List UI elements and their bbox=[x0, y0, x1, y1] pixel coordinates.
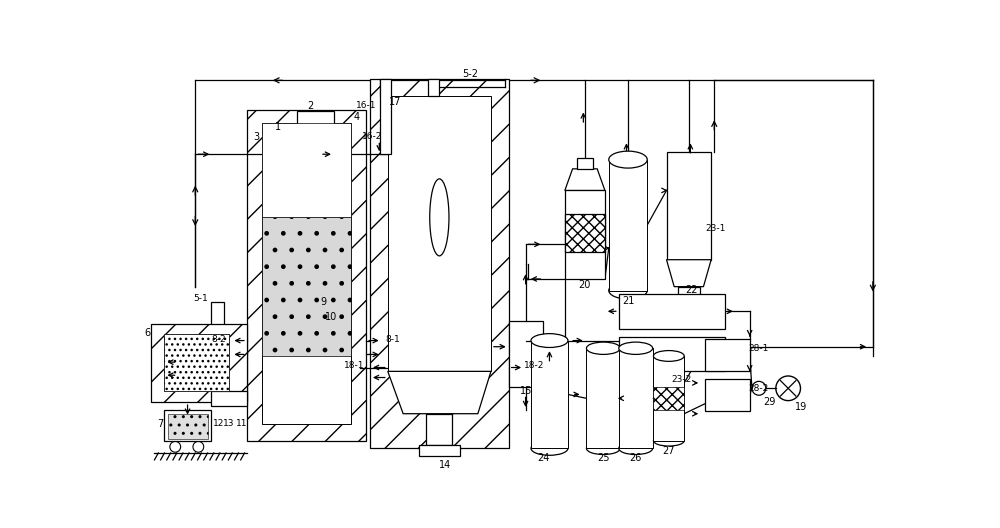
Text: 23-1: 23-1 bbox=[706, 224, 726, 233]
Ellipse shape bbox=[586, 342, 620, 354]
Bar bbox=[586, 348, 620, 448]
Text: 16-2: 16-2 bbox=[362, 132, 383, 141]
Bar bbox=[678, 287, 700, 302]
Bar bbox=[297, 111, 334, 134]
Text: 9: 9 bbox=[321, 297, 327, 307]
Bar bbox=[653, 356, 684, 441]
Polygon shape bbox=[666, 260, 711, 287]
Text: 10: 10 bbox=[325, 313, 338, 323]
Text: 14: 14 bbox=[439, 460, 451, 470]
Text: 3: 3 bbox=[254, 131, 260, 142]
Text: 20: 20 bbox=[579, 280, 591, 290]
Bar bbox=[666, 152, 711, 260]
Bar bbox=[565, 191, 605, 279]
Bar bbox=[705, 379, 750, 411]
Text: 5-2: 5-2 bbox=[462, 69, 478, 79]
Ellipse shape bbox=[609, 151, 647, 168]
Bar bbox=[262, 124, 351, 218]
Bar bbox=[509, 322, 543, 386]
Bar bbox=[168, 414, 208, 439]
Bar bbox=[428, 79, 439, 96]
Bar bbox=[247, 110, 366, 441]
Text: 26: 26 bbox=[630, 454, 642, 464]
Ellipse shape bbox=[619, 342, 653, 354]
Bar bbox=[164, 410, 211, 441]
Text: 2: 2 bbox=[307, 101, 313, 111]
Bar bbox=[619, 348, 653, 448]
Text: 7: 7 bbox=[157, 419, 163, 429]
Bar bbox=[388, 96, 491, 371]
Text: 28-2: 28-2 bbox=[749, 384, 769, 393]
Ellipse shape bbox=[653, 435, 684, 446]
Text: 5-1: 5-1 bbox=[193, 294, 208, 303]
Bar bbox=[653, 387, 684, 410]
Text: 24: 24 bbox=[537, 454, 549, 464]
Text: 25: 25 bbox=[597, 454, 610, 464]
Text: 17: 17 bbox=[389, 97, 402, 107]
Polygon shape bbox=[388, 371, 491, 414]
Bar bbox=[262, 218, 351, 356]
Bar bbox=[426, 414, 452, 445]
Bar bbox=[211, 391, 247, 406]
Text: 1: 1 bbox=[275, 121, 281, 131]
Text: 8-2: 8-2 bbox=[211, 335, 226, 344]
Bar bbox=[609, 159, 647, 290]
Bar bbox=[164, 334, 229, 391]
Bar bbox=[619, 337, 725, 371]
Ellipse shape bbox=[609, 282, 647, 299]
Bar bbox=[151, 324, 247, 402]
Text: 16-1: 16-1 bbox=[356, 101, 376, 110]
Text: 11: 11 bbox=[236, 419, 247, 428]
Bar bbox=[705, 339, 750, 371]
Ellipse shape bbox=[586, 442, 620, 455]
Bar bbox=[370, 79, 509, 448]
Polygon shape bbox=[565, 169, 605, 191]
Text: 8-1: 8-1 bbox=[385, 335, 400, 344]
Bar bbox=[531, 341, 568, 448]
Text: 18-2: 18-2 bbox=[524, 361, 544, 370]
Bar bbox=[577, 158, 593, 169]
Bar bbox=[419, 445, 460, 456]
Text: 19: 19 bbox=[795, 402, 807, 412]
Text: 23-2: 23-2 bbox=[672, 374, 692, 383]
Text: 27: 27 bbox=[663, 446, 675, 456]
Ellipse shape bbox=[619, 442, 653, 455]
Bar bbox=[619, 295, 725, 329]
Bar bbox=[211, 302, 224, 341]
Text: 13: 13 bbox=[223, 419, 235, 428]
Text: 12: 12 bbox=[213, 419, 224, 428]
Ellipse shape bbox=[531, 334, 568, 347]
Text: 28-1: 28-1 bbox=[749, 344, 769, 353]
Ellipse shape bbox=[653, 351, 684, 361]
Bar bbox=[262, 124, 351, 423]
Text: 6: 6 bbox=[144, 328, 151, 338]
Text: 4: 4 bbox=[354, 112, 360, 122]
Bar bbox=[565, 213, 605, 252]
Text: 15: 15 bbox=[520, 385, 533, 395]
Text: 21: 21 bbox=[622, 296, 634, 306]
Text: 18-1: 18-1 bbox=[344, 362, 365, 371]
Text: 22: 22 bbox=[686, 285, 698, 295]
Text: 29: 29 bbox=[763, 397, 776, 407]
Ellipse shape bbox=[531, 441, 568, 455]
Bar bbox=[164, 334, 229, 391]
Bar bbox=[380, 79, 391, 154]
